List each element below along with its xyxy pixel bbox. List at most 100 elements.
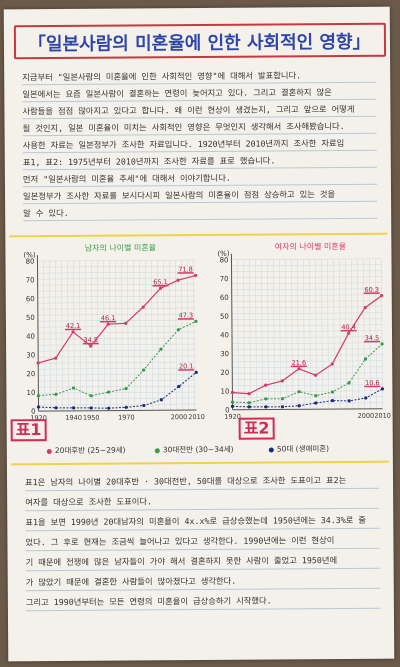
x-tick-label: 2000 xyxy=(171,413,188,421)
y-tick-label: 30 xyxy=(26,351,35,359)
data-point xyxy=(330,362,334,366)
data-label: 20.1 xyxy=(179,362,194,370)
grid-line xyxy=(85,260,87,411)
grid-line xyxy=(381,258,383,409)
y-tick-label: 40 xyxy=(220,331,229,339)
data-point xyxy=(247,392,251,396)
grid-line xyxy=(231,318,382,321)
y-axis-label: (%) xyxy=(23,251,35,259)
grid-line xyxy=(232,336,383,339)
intro-line: 일본에서는 요즘 일본사람이 결혼하는 연령이 늦어지고 있다. 그리고 결혼하… xyxy=(22,85,377,103)
x-tick-label: 2010 xyxy=(188,413,204,421)
x-tick-label: 1950 xyxy=(83,414,100,422)
grid-line xyxy=(255,259,257,410)
data-point xyxy=(159,347,163,351)
y-tick-label: 20 xyxy=(220,369,229,377)
grid-line xyxy=(232,402,383,405)
grid-line xyxy=(231,282,382,285)
data-point xyxy=(247,401,251,405)
legend-item-20s: 20대후반 (25~29세) xyxy=(46,445,126,457)
data-point xyxy=(89,394,93,398)
data-point xyxy=(264,405,268,409)
data-point xyxy=(347,331,351,335)
data-label: 21.6 xyxy=(292,359,307,367)
grid-line xyxy=(38,403,197,406)
legend: 20대후반 (25~29세) 30대전반 (30~34세) 50대 (생애미혼) xyxy=(46,443,383,457)
grid-line xyxy=(273,259,275,410)
grid-line xyxy=(38,349,197,352)
grid-line xyxy=(145,260,147,411)
data-point xyxy=(314,394,318,398)
grid-line xyxy=(133,260,135,411)
data-point xyxy=(230,390,235,395)
legend-item-50s: 50대 (생애미혼) xyxy=(268,443,329,454)
grid-line xyxy=(37,331,196,334)
footer-line: 그리고 1990년부터는 모든 연령의 미혼율이 급상승하기 시작했다. xyxy=(25,592,380,612)
grid-line xyxy=(38,373,197,376)
data-point xyxy=(297,367,301,371)
intro-line: 지금부터 "일본사람의 미혼율에 인한 사회적인 영향"에 대해서 발표합니다. xyxy=(22,68,377,86)
grid-line xyxy=(97,260,99,411)
data-label: 40.4 xyxy=(341,323,356,331)
footer-line: 기 때문에 전쟁에 많은 남자들이 가야 해서 결혼하지 못한 사람이 줄었고 … xyxy=(25,552,380,572)
y-tick-label: 20 xyxy=(26,370,35,378)
grid-line xyxy=(37,325,196,328)
grid-line xyxy=(43,261,45,412)
grid-line xyxy=(103,260,105,411)
intro-line: 될 것인지, 일본 미혼율이 미치는 사회적인 영향은 무엇인지 생각해서 조사… xyxy=(22,119,377,137)
grid-line xyxy=(363,258,365,409)
grid-line xyxy=(38,379,197,382)
grid-line xyxy=(139,260,141,411)
data-point xyxy=(230,404,235,408)
grid-line xyxy=(231,306,382,309)
table2-label: 표2 xyxy=(238,417,275,440)
grid-line xyxy=(375,258,377,409)
data-label: 34.5 xyxy=(83,336,98,344)
grid-line xyxy=(67,260,69,411)
x-tick-label: 1940 xyxy=(65,414,82,422)
x-tick-label: 2010 xyxy=(374,412,390,420)
grid-line xyxy=(285,259,287,410)
grid-line xyxy=(232,390,383,393)
data-label: 47.3 xyxy=(179,311,194,319)
data-point xyxy=(347,381,351,385)
grid-line xyxy=(37,265,196,268)
grid-line xyxy=(351,258,353,409)
grid-line xyxy=(187,260,189,411)
data-label: 60.3 xyxy=(364,286,379,294)
y-axis-label: (%) xyxy=(217,250,229,258)
grid-line xyxy=(38,391,197,394)
grid-line xyxy=(327,259,329,410)
grid-line xyxy=(61,260,63,411)
grid-line xyxy=(37,277,196,280)
chart-female: 여자의 나이별 미혼율 (%) 0 10 20 30 40 50 60 70 80 1920 2000 2… xyxy=(205,239,390,428)
grid-line xyxy=(231,264,382,267)
grid-line xyxy=(237,259,239,410)
grid-line xyxy=(37,259,196,262)
grid-line xyxy=(232,378,383,381)
grid-line xyxy=(321,259,323,410)
footer-line: 었다. 그 후로 현재는 조금씩 늘어나고 있다고 생각한다. 1990년에는 … xyxy=(25,532,380,552)
grid-line xyxy=(333,259,335,410)
data-point xyxy=(364,396,368,400)
data-label: 46.1 xyxy=(101,314,116,322)
y-tick-label: 70 xyxy=(220,275,229,283)
grid-line xyxy=(37,271,196,274)
y-tick-label: 50 xyxy=(220,313,229,321)
grid-line xyxy=(231,276,382,279)
data-point xyxy=(159,398,163,402)
grid-line xyxy=(38,361,197,364)
data-point xyxy=(141,368,146,372)
grid-line xyxy=(267,259,269,410)
y-tick-label: 70 xyxy=(26,276,35,284)
data-label: 71.8 xyxy=(178,265,193,273)
data-point xyxy=(36,394,41,398)
footer-line: 표1은 남자의 나이별 20대후반 · 30대전반, 50대를 대상으로 조사한… xyxy=(24,472,380,492)
legend-item-30s: 30대전반 (30~34세) xyxy=(154,444,234,456)
data-point xyxy=(124,321,128,325)
grid-line xyxy=(232,360,383,363)
data-point xyxy=(158,286,163,290)
x-tick-label: 1920 xyxy=(30,414,47,422)
y-tick-label: 10 xyxy=(26,389,35,397)
x-axis xyxy=(38,409,197,412)
